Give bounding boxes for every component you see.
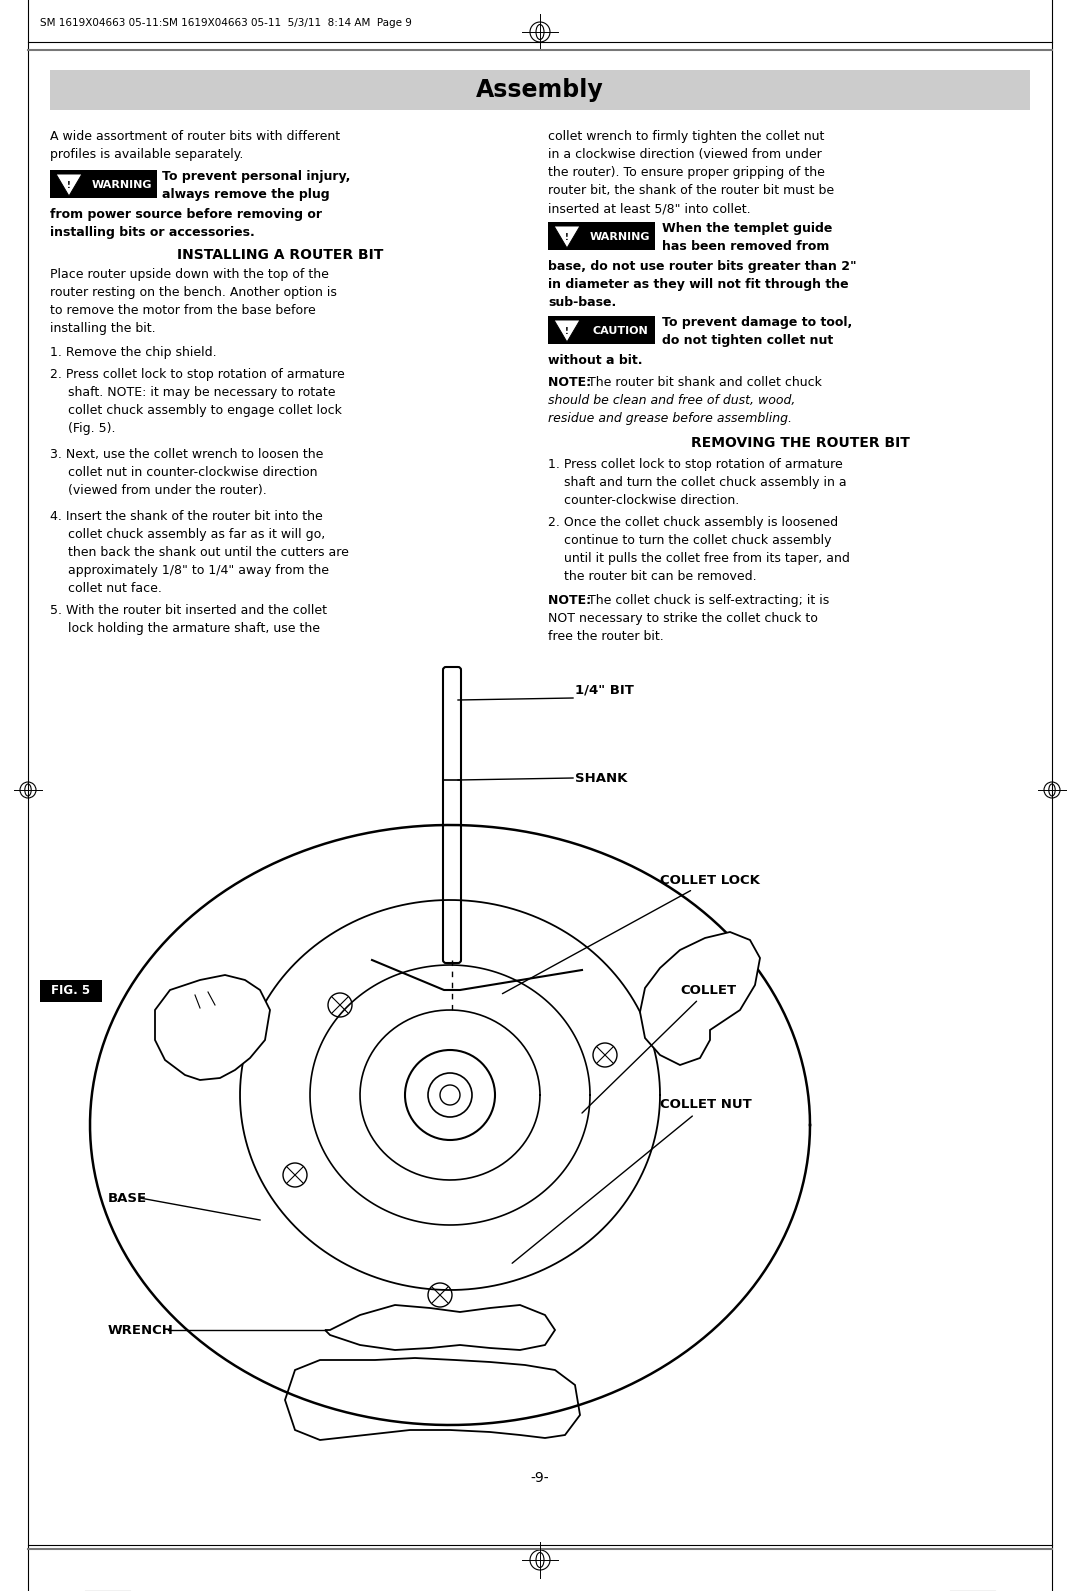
Text: collet chuck assembly as far as it will go,: collet chuck assembly as far as it will … xyxy=(68,528,325,541)
Text: COLLET: COLLET xyxy=(582,983,737,1114)
Text: in a clockwise direction (viewed from under: in a clockwise direction (viewed from un… xyxy=(548,148,822,161)
Text: 5. With the router bit inserted and the collet: 5. With the router bit inserted and the … xyxy=(50,605,327,617)
Text: 1. Press collet lock to stop rotation of armature: 1. Press collet lock to stop rotation of… xyxy=(548,458,842,471)
FancyBboxPatch shape xyxy=(50,170,157,197)
Text: residue and grease before assembling.: residue and grease before assembling. xyxy=(548,412,792,425)
Text: (Fig. 5).: (Fig. 5). xyxy=(68,422,116,434)
FancyBboxPatch shape xyxy=(443,667,461,963)
Text: in diameter as they will not fit through the: in diameter as they will not fit through… xyxy=(548,278,849,291)
FancyBboxPatch shape xyxy=(548,317,654,344)
Text: base, do not use router bits greater than 2": base, do not use router bits greater tha… xyxy=(548,259,856,274)
Text: Assembly: Assembly xyxy=(476,78,604,102)
Text: inserted at least 5/8" into collet.: inserted at least 5/8" into collet. xyxy=(548,202,751,215)
Text: CAUTION: CAUTION xyxy=(592,326,648,336)
Text: do not tighten collet nut: do not tighten collet nut xyxy=(662,334,834,347)
Text: lock holding the armature shaft, use the: lock holding the armature shaft, use the xyxy=(68,622,320,635)
Circle shape xyxy=(428,1072,472,1117)
Text: COLLET NUT: COLLET NUT xyxy=(512,1098,752,1263)
Text: SM 1619X04663 05-11:SM 1619X04663 05-11  5/3/11  8:14 AM  Page 9: SM 1619X04663 05-11:SM 1619X04663 05-11 … xyxy=(40,18,411,29)
Text: 4. Insert the shank of the router bit into the: 4. Insert the shank of the router bit in… xyxy=(50,511,323,523)
Text: router bit, the shank of the router bit must be: router bit, the shank of the router bit … xyxy=(548,185,834,197)
Text: COLLET LOCK: COLLET LOCK xyxy=(502,873,760,994)
Text: BASE: BASE xyxy=(108,1192,147,1204)
Text: installing bits or accessories.: installing bits or accessories. xyxy=(50,226,255,239)
Circle shape xyxy=(328,993,352,1017)
Circle shape xyxy=(428,1282,453,1306)
Text: the router bit can be removed.: the router bit can be removed. xyxy=(564,570,757,582)
Text: collet nut in counter-clockwise direction: collet nut in counter-clockwise directio… xyxy=(68,466,318,479)
Text: collet nut face.: collet nut face. xyxy=(68,582,162,595)
Text: When the templet guide: When the templet guide xyxy=(662,223,833,235)
Polygon shape xyxy=(325,1305,555,1351)
Text: INSTALLING A ROUTER BIT: INSTALLING A ROUTER BIT xyxy=(177,248,383,263)
Text: WARNING: WARNING xyxy=(590,232,650,242)
Circle shape xyxy=(593,1044,617,1068)
Text: The router bit shank and collet chuck: The router bit shank and collet chuck xyxy=(588,375,822,390)
Text: the router). To ensure proper gripping of the: the router). To ensure proper gripping o… xyxy=(548,165,825,180)
Text: without a bit.: without a bit. xyxy=(548,355,643,368)
Text: shaft. NOTE: it may be necessary to rotate: shaft. NOTE: it may be necessary to rota… xyxy=(68,387,336,399)
Text: WARNING: WARNING xyxy=(92,180,152,189)
Text: counter-clockwise direction.: counter-clockwise direction. xyxy=(564,493,739,508)
Text: collet chuck assembly to engage collet lock: collet chuck assembly to engage collet l… xyxy=(68,404,342,417)
Text: installing the bit.: installing the bit. xyxy=(50,321,156,336)
Text: from power source before removing or: from power source before removing or xyxy=(50,208,322,221)
Text: The collet chuck is self-extracting; it is: The collet chuck is self-extracting; it … xyxy=(588,593,829,608)
Polygon shape xyxy=(285,1359,580,1440)
Text: (viewed from under the router).: (viewed from under the router). xyxy=(68,484,267,496)
Polygon shape xyxy=(554,320,580,342)
Polygon shape xyxy=(640,932,760,1064)
Text: 1/4" BIT: 1/4" BIT xyxy=(575,684,634,697)
Text: free the router bit.: free the router bit. xyxy=(548,630,664,643)
FancyBboxPatch shape xyxy=(548,223,654,250)
Text: approximately 1/8" to 1/4" away from the: approximately 1/8" to 1/4" away from the xyxy=(68,563,329,578)
Text: To prevent personal injury,: To prevent personal injury, xyxy=(162,170,350,183)
Text: -9-: -9- xyxy=(530,1472,550,1484)
Text: NOTE:: NOTE: xyxy=(548,593,595,608)
Text: A wide assortment of router bits with different: A wide assortment of router bits with di… xyxy=(50,130,340,143)
Text: 2. Once the collet chuck assembly is loosened: 2. Once the collet chuck assembly is loo… xyxy=(548,515,838,528)
Circle shape xyxy=(405,1050,495,1141)
Text: then back the shank out until the cutters are: then back the shank out until the cutter… xyxy=(68,546,349,558)
Circle shape xyxy=(440,1085,460,1106)
Text: !: ! xyxy=(565,326,569,336)
Polygon shape xyxy=(156,975,270,1080)
Text: SHANK: SHANK xyxy=(575,772,627,784)
Text: FIG. 5: FIG. 5 xyxy=(52,985,91,998)
Text: until it pulls the collet free from its taper, and: until it pulls the collet free from its … xyxy=(564,552,850,565)
Text: 2. Press collet lock to stop rotation of armature: 2. Press collet lock to stop rotation of… xyxy=(50,368,345,380)
Text: collet wrench to firmly tighten the collet nut: collet wrench to firmly tighten the coll… xyxy=(548,130,824,143)
FancyBboxPatch shape xyxy=(40,980,102,1002)
Text: To prevent damage to tool,: To prevent damage to tool, xyxy=(662,317,852,329)
Text: WRENCH: WRENCH xyxy=(108,1324,174,1336)
Circle shape xyxy=(283,1163,307,1187)
Text: 3. Next, use the collet wrench to loosen the: 3. Next, use the collet wrench to loosen… xyxy=(50,449,323,461)
Polygon shape xyxy=(554,226,580,248)
FancyBboxPatch shape xyxy=(50,70,1030,110)
Text: !: ! xyxy=(565,232,569,242)
Text: to remove the motor from the base before: to remove the motor from the base before xyxy=(50,304,315,317)
Text: profiles is available separately.: profiles is available separately. xyxy=(50,148,243,161)
Polygon shape xyxy=(56,173,82,196)
Text: REMOVING THE ROUTER BIT: REMOVING THE ROUTER BIT xyxy=(690,436,909,450)
Text: router resting on the bench. Another option is: router resting on the bench. Another opt… xyxy=(50,286,337,299)
Text: has been removed from: has been removed from xyxy=(662,240,829,253)
Text: shaft and turn the collet chuck assembly in a: shaft and turn the collet chuck assembly… xyxy=(564,476,847,488)
Text: sub-base.: sub-base. xyxy=(548,296,617,309)
Text: Place router upside down with the top of the: Place router upside down with the top of… xyxy=(50,267,329,282)
Text: continue to turn the collet chuck assembly: continue to turn the collet chuck assemb… xyxy=(564,535,832,547)
Text: NOTE:: NOTE: xyxy=(548,375,595,390)
Text: should be clean and free of dust, wood,: should be clean and free of dust, wood, xyxy=(548,395,795,407)
Text: NOT necessary to strike the collet chuck to: NOT necessary to strike the collet chuck… xyxy=(548,613,818,625)
Text: !: ! xyxy=(67,180,71,189)
Text: always remove the plug: always remove the plug xyxy=(162,188,329,200)
Text: 1. Remove the chip shield.: 1. Remove the chip shield. xyxy=(50,345,217,360)
